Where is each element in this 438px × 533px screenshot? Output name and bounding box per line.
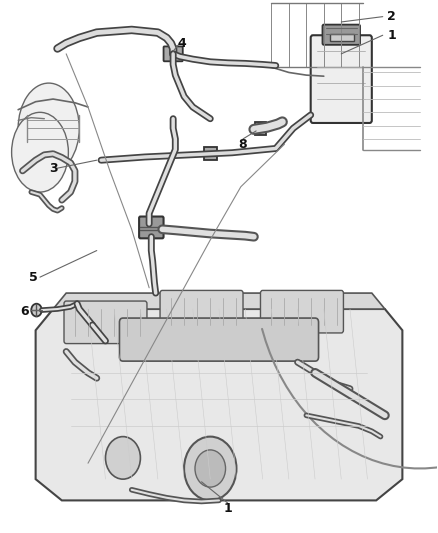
Text: 5: 5 bbox=[29, 271, 38, 284]
FancyBboxPatch shape bbox=[261, 290, 343, 333]
FancyBboxPatch shape bbox=[163, 46, 183, 61]
Ellipse shape bbox=[12, 112, 68, 192]
Circle shape bbox=[184, 437, 237, 500]
FancyBboxPatch shape bbox=[311, 35, 372, 123]
Bar bbox=[255, 122, 266, 135]
Ellipse shape bbox=[18, 83, 79, 173]
FancyBboxPatch shape bbox=[322, 25, 360, 45]
Bar bbox=[330, 34, 354, 41]
Circle shape bbox=[31, 304, 42, 317]
Bar bbox=[204, 148, 217, 160]
Text: 1: 1 bbox=[223, 502, 232, 515]
FancyBboxPatch shape bbox=[120, 318, 318, 361]
Polygon shape bbox=[53, 293, 385, 309]
Text: 2: 2 bbox=[387, 10, 396, 23]
Circle shape bbox=[195, 450, 226, 487]
FancyBboxPatch shape bbox=[139, 216, 163, 238]
Text: 1: 1 bbox=[387, 29, 396, 42]
FancyBboxPatch shape bbox=[64, 301, 147, 344]
Text: 6: 6 bbox=[21, 305, 29, 318]
Text: 3: 3 bbox=[49, 161, 57, 175]
Text: 4: 4 bbox=[177, 37, 186, 50]
Text: 8: 8 bbox=[239, 138, 247, 151]
Polygon shape bbox=[35, 309, 403, 500]
Circle shape bbox=[106, 437, 141, 479]
FancyBboxPatch shape bbox=[160, 290, 243, 333]
